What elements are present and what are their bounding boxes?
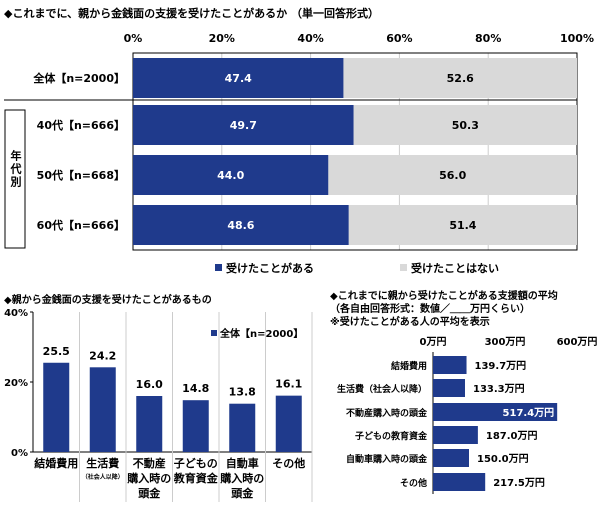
bar-segment <box>133 155 329 195</box>
bar-segment <box>133 58 344 98</box>
bar <box>433 426 478 444</box>
x-tick-label: 80% <box>475 32 501 45</box>
bar <box>275 395 302 452</box>
bar <box>229 403 256 452</box>
data-label: 47.4 <box>225 72 252 85</box>
bar-segment <box>348 205 577 245</box>
legend-label: 全体【n=2000】 <box>219 327 303 340</box>
bar-segment <box>133 205 349 245</box>
category-label: 結婚費用 <box>391 360 427 372</box>
bar <box>43 362 70 452</box>
data-label: 217.5万円 <box>493 477 545 489</box>
data-label: 25.5 <box>43 345 70 358</box>
chart2-title: ◆親から金銭面の支援を受けたことがあるもの <box>4 295 212 306</box>
bar <box>433 473 486 491</box>
data-label: 150.0万円 <box>477 453 529 465</box>
category-label: 全体【n=2000】 <box>32 71 125 85</box>
legend-label: 受けたことがある <box>226 261 314 275</box>
group-box <box>4 109 26 249</box>
x-tick-label: 0万円 <box>420 336 447 348</box>
data-label: 51.4 <box>449 219 476 232</box>
bar <box>433 403 558 421</box>
chart1-stacked-bar: 0% 20% 40% 60% 80% 100% 全体【n=2000】 47.4 52.6 40代【… <box>4 32 594 275</box>
data-label: 14.8 <box>182 382 209 395</box>
bar <box>136 396 163 452</box>
x-tick-label: 100% <box>560 32 594 45</box>
data-label: 187.0万円 <box>486 430 538 442</box>
category-label: 生活費（社会人以降） <box>337 383 427 395</box>
category-label: 50代【n=668】 <box>37 168 125 182</box>
y-tick-label: 20% <box>4 378 28 389</box>
bar-segment <box>353 105 577 145</box>
y-tick-label: 0% <box>11 448 28 459</box>
x-tick-label: 40% <box>297 32 323 45</box>
category-label: 40代【n=666】 <box>37 118 125 132</box>
data-label: 16.0 <box>136 378 163 391</box>
data-label: 13.8 <box>229 386 256 399</box>
bar-segment <box>133 105 354 145</box>
y-tick-label: 40% <box>4 308 28 319</box>
category-label: 不動産購入時の頭金 <box>346 407 428 419</box>
data-label: 56.0 <box>439 169 466 182</box>
x-tick-label: 600万円 <box>557 336 598 348</box>
bar <box>89 367 116 452</box>
chart1-title: ◆これまでに、親から金銭面の支援を受けたことがあるか （単一回答形式） <box>4 7 379 20</box>
data-label: 139.7万円 <box>475 360 527 372</box>
data-label: 48.6 <box>227 219 254 232</box>
chart3-title-line: ※受けたことがある人の平均を表示 <box>330 317 490 328</box>
bar <box>182 400 209 452</box>
category-label: 教育資金 <box>173 471 219 485</box>
legend-label: 受けたことはない <box>411 261 499 275</box>
bar <box>433 379 465 397</box>
data-label: 52.6 <box>447 72 474 85</box>
category-label: （社会人以降） <box>82 473 124 481</box>
plot-frame <box>132 52 578 251</box>
chart3-title: ◆これまでに親から受けたことがある支援額の平均 （各自由回答形式：数値／＿＿万円… <box>330 290 558 329</box>
data-label: 44.0 <box>217 169 244 182</box>
legend-swatch <box>211 330 217 336</box>
x-tick-label: 60% <box>386 32 412 45</box>
category-label: 購入時の <box>219 471 264 485</box>
legend-swatch <box>215 264 222 271</box>
legend-swatch <box>400 264 407 271</box>
data-label: 517.4万円 <box>503 407 555 419</box>
data-label: 16.1 <box>275 378 302 391</box>
category-label: 不動産 <box>133 456 166 470</box>
category-label: その他 <box>400 477 427 489</box>
data-label: 50.3 <box>452 119 479 132</box>
category-label: 生活費 <box>86 456 119 470</box>
category-label: 頭金 <box>231 486 254 500</box>
category-label: 結婚費用 <box>34 456 78 470</box>
x-tick-label: 300万円 <box>485 336 526 348</box>
category-label: 60代【n=666】 <box>37 218 125 232</box>
category-label: 自動車購入時の頭金 <box>346 453 428 465</box>
category-label: 子どもの <box>174 457 218 470</box>
category-label: 購入時の <box>126 471 171 485</box>
data-label: 24.2 <box>89 349 116 362</box>
bar-segment <box>328 155 577 195</box>
x-tick-label: 20% <box>209 32 235 45</box>
data-label: 49.7 <box>230 119 257 132</box>
category-label: 自動車 <box>226 456 259 470</box>
chart3-title-line: ◆これまでに親から受けたことがある支援額の平均 <box>330 291 558 302</box>
bar <box>433 356 467 374</box>
chart2-column: 0%20%40%25.5結婚費用24.2生活費（社会人以降）16.0不動産購入時… <box>4 308 313 502</box>
category-label: 頭金 <box>138 486 161 500</box>
bar <box>433 449 469 467</box>
data-label: 133.3万円 <box>473 383 525 395</box>
group-label: 年代別 <box>9 150 22 189</box>
bar-segment <box>343 58 577 98</box>
category-label: その他 <box>272 456 305 470</box>
category-label: 子どもの教育資金 <box>355 430 428 442</box>
chart3-title-line: （各自由回答形式：数値／＿＿万円くらい） <box>330 304 530 315</box>
x-tick-label: 0% <box>124 32 143 45</box>
